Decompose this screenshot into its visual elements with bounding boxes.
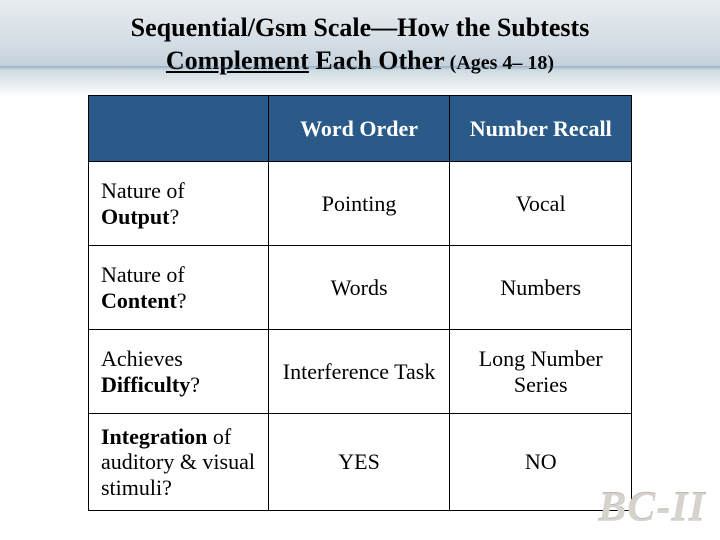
label-text: Achieves [101,346,183,371]
cell: YES [268,414,450,511]
header-col-2: Number Recall [450,96,632,162]
header-col-1: Word Order [268,96,450,162]
table-row: Achieves Difficulty? Interference Task L… [89,330,632,414]
title-line2-rest: Each Other [309,46,445,75]
label-bold: Content [101,288,177,313]
row-label: Achieves Difficulty? [89,330,269,414]
row-label: Nature of Content? [89,246,269,330]
slide-title: Sequential/Gsm Scale—How the Subtests Co… [48,12,672,77]
title-line1: Sequential/Gsm Scale—How the Subtests [131,13,590,42]
cell: Words [268,246,450,330]
cell: Long Number Series [450,330,632,414]
table-row: Integration of auditory & visual stimuli… [89,414,632,511]
cell: Interference Task [268,330,450,414]
label-suffix: ? [190,372,200,397]
slide: Sequential/Gsm Scale—How the Subtests Co… [0,0,720,540]
title-line2-underlined: Complement [166,46,309,75]
cell: Numbers [450,246,632,330]
cell: Vocal [450,162,632,246]
label-suffix: ? [169,204,179,229]
label-text: Nature of [101,178,185,203]
table-row: Nature of Content? Words Numbers [89,246,632,330]
table-header-row: Word Order Number Recall [89,96,632,162]
label-bold: Integration [101,424,207,449]
comparison-table: Word Order Number Recall Nature of Outpu… [88,95,632,511]
header-blank [89,96,269,162]
title-ages: (Ages 4– 18) [445,52,554,74]
row-label: Integration of auditory & visual stimuli… [89,414,269,511]
label-bold: Difficulty [101,372,190,397]
cell: Pointing [268,162,450,246]
label-suffix: ? [177,288,187,313]
label-bold: Output [101,204,169,229]
label-text: Nature of [101,262,185,287]
table-row: Nature of Output? Pointing Vocal [89,162,632,246]
row-label: Nature of Output? [89,162,269,246]
cell: NO [450,414,632,511]
